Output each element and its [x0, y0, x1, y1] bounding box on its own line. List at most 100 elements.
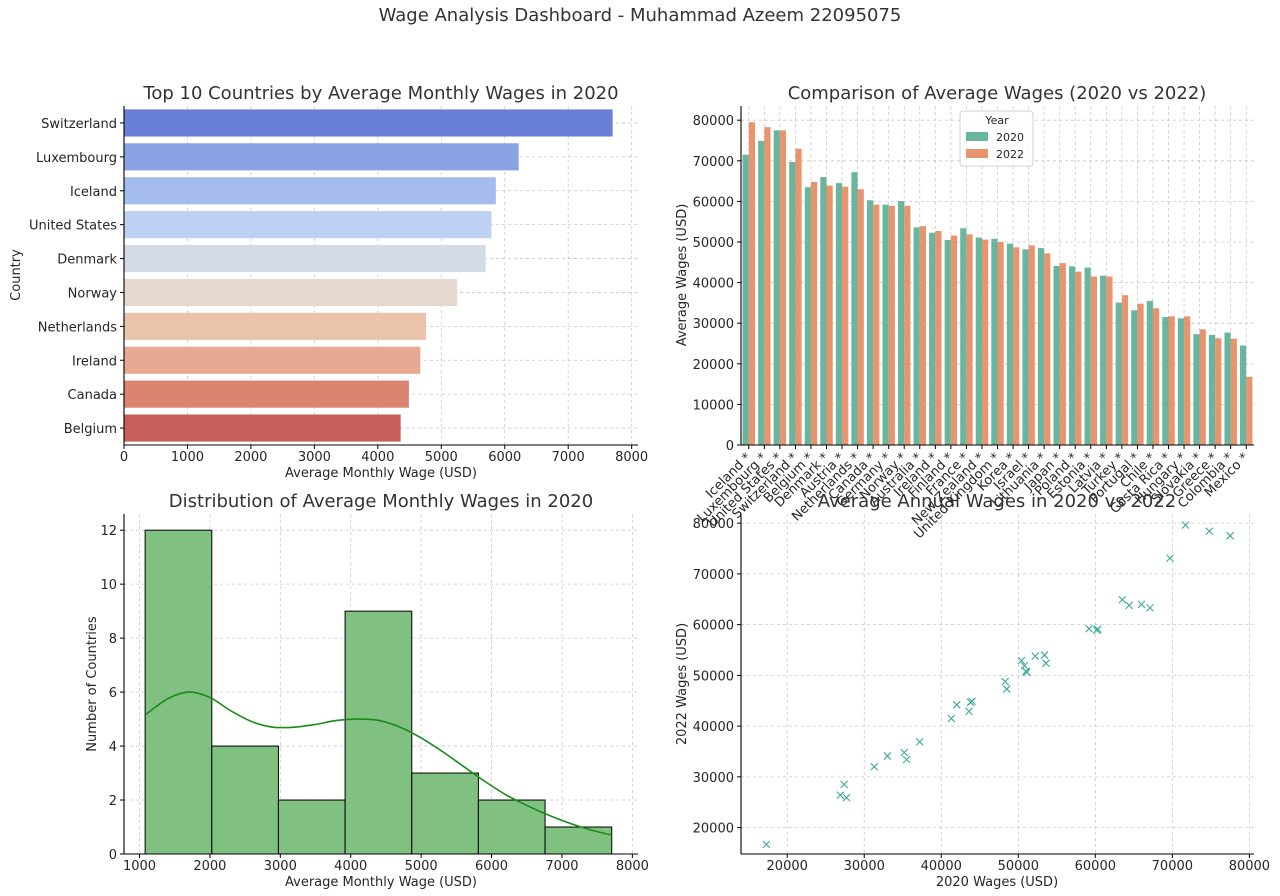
comparison-bar-2022 [779, 130, 787, 445]
top10-bar [124, 278, 458, 307]
top10-bar [124, 380, 409, 408]
scatter-point [840, 780, 849, 789]
comparison-bar-2020 [835, 183, 843, 445]
top10-y-tick-label: Luxembourg [36, 151, 117, 166]
comparison-bar-2022 [904, 205, 911, 445]
scatter-point [1017, 656, 1026, 665]
comparison-y-tick-label: 0 [726, 439, 734, 454]
scatter-point [1226, 531, 1235, 540]
histogram-x-tick-label: 2000 [193, 859, 226, 874]
histogram-y-tick-label: 2 [109, 794, 117, 809]
comparison-bar-2022 [997, 242, 1004, 445]
top10-x-axis-label: Average Monthly Wage (USD) [285, 466, 477, 481]
comparison-bar-2020 [929, 232, 936, 445]
histogram-kde-line [144, 691, 612, 836]
comparison-bar-2022 [1028, 245, 1035, 445]
histogram-x-tick-label: 5000 [405, 859, 438, 874]
top10-bar [124, 143, 519, 171]
comparison-bar-2022 [1044, 253, 1051, 445]
top10-bar-chart: Top 10 Countries by Average Monthly Wage… [9, 83, 648, 481]
distribution-histogram: Distribution of Average Monthly Wages in… [85, 491, 649, 890]
top10-x-tick-label: 6000 [488, 450, 521, 465]
comparison-y-tick-label: 50000 [693, 236, 734, 251]
histogram-bar [144, 529, 213, 855]
comparison-bar-2022 [857, 189, 864, 445]
comparison-y-tick-label: 70000 [693, 155, 734, 170]
histogram-y-tick-label: 12 [100, 524, 117, 539]
top10-y-tick-label: Denmark [57, 253, 117, 268]
top10-bar [124, 177, 496, 205]
top10-bar [124, 414, 401, 442]
histogram-bar [211, 745, 279, 855]
scatter-point [900, 748, 909, 757]
top10-y-tick-label: Iceland [70, 185, 117, 200]
scatter-point [1137, 600, 1146, 609]
comparison-bar-2020 [1006, 243, 1014, 445]
scatter-point [762, 840, 771, 849]
top10-bar [124, 109, 613, 137]
scatter-point [870, 762, 879, 771]
comparison-bar-2020 [1224, 332, 1231, 445]
histogram-y-tick-label: 0 [109, 848, 117, 863]
histogram-x-axis-label: Average Monthly Wage (USD) [285, 875, 477, 890]
scatter-point [968, 697, 976, 706]
histogram-x-tick-label: 4000 [334, 859, 367, 874]
scatter-point [1205, 527, 1214, 536]
comparison-bar-2020 [820, 177, 827, 445]
scatter-point [1085, 624, 1094, 633]
top10-x-tick-label: 8000 [615, 450, 648, 465]
comparison-bar-2022 [1075, 271, 1082, 445]
scatter-point [1022, 668, 1031, 677]
scatter-y-axis-label: 2022 Wages (USD) [675, 623, 690, 745]
comparison-bar-2020 [882, 204, 889, 445]
dashboard-title: Wage Analysis Dashboard - Muhammad Azeem… [378, 5, 902, 26]
legend-swatch-2022 [966, 149, 988, 158]
scatter-point [1181, 521, 1190, 530]
top10-x-tick-label: 1000 [171, 450, 204, 465]
comparison-y-tick-label: 60000 [693, 195, 734, 210]
scatter-x-tick-label: 20000 [767, 859, 808, 874]
wages-scatter-plot: 2020 Wages (USD) 2022 Wages (USD) 20000 3… [675, 491, 1270, 890]
scatter-point [1042, 659, 1050, 668]
scatter-y-tick-label: 60000 [693, 619, 734, 634]
comparison-bar-2022 [935, 231, 942, 445]
comparison-y-tick-label: 40000 [693, 277, 734, 292]
scatter-x-tick-label: 70000 [1152, 859, 1193, 874]
comparison-bar-2020 [1053, 265, 1060, 445]
top10-x-tick-label: 3000 [298, 450, 331, 465]
top10-bar [124, 244, 486, 273]
scatter-point [902, 755, 911, 764]
scatter-point [1040, 651, 1049, 659]
comparison-chart-title: Comparison of Average Wages (2020 vs 202… [788, 83, 1207, 104]
scatter-x-tick-label: 80000 [1229, 859, 1270, 874]
comparison-bar-2022 [1090, 276, 1097, 445]
comparison-bar-2022 [1215, 338, 1222, 445]
histogram-x-tick-label: 6000 [475, 859, 508, 874]
comparison-bar-2022 [1106, 276, 1113, 445]
top10-x-tick-label: 5000 [425, 450, 458, 465]
comparison-y-tick-label: 80000 [693, 114, 734, 129]
comparison-legend: Year 2020 2022 [959, 110, 1034, 167]
comparison-bar-2020 [742, 154, 749, 445]
scatter-point [915, 737, 924, 746]
top10-y-tick-label: Canada [68, 388, 117, 403]
top10-y-tick-label: Netherlands [38, 320, 117, 335]
top10-x-tick-label: 0 [120, 450, 128, 465]
comparison-bar-2020 [1162, 317, 1169, 445]
comparison-bar-2020 [866, 200, 874, 445]
scatter-y-tick-label: 20000 [693, 822, 734, 837]
scatter-x-axis-label: 2020 Wages (USD) [936, 875, 1058, 890]
comparison-bar-2020 [773, 130, 780, 445]
comparison-bar-2020 [789, 162, 796, 445]
comparison-bar-2020 [1022, 249, 1029, 445]
comparison-bar-2020 [1208, 334, 1216, 445]
comparison-bar-2020 [851, 172, 858, 446]
scatter-y-tick-label: 70000 [693, 568, 734, 583]
histogram-x-tick-label: 7000 [545, 859, 578, 874]
comparison-bar-2020 [1240, 345, 1247, 445]
scatter-y-tick-label: 40000 [693, 720, 734, 735]
top10-y-tick-label: Norway [68, 286, 118, 301]
scatter-point [1118, 595, 1127, 604]
comparison-bar-2020 [1193, 334, 1200, 445]
comparison-y-tick-label: 10000 [693, 398, 734, 413]
